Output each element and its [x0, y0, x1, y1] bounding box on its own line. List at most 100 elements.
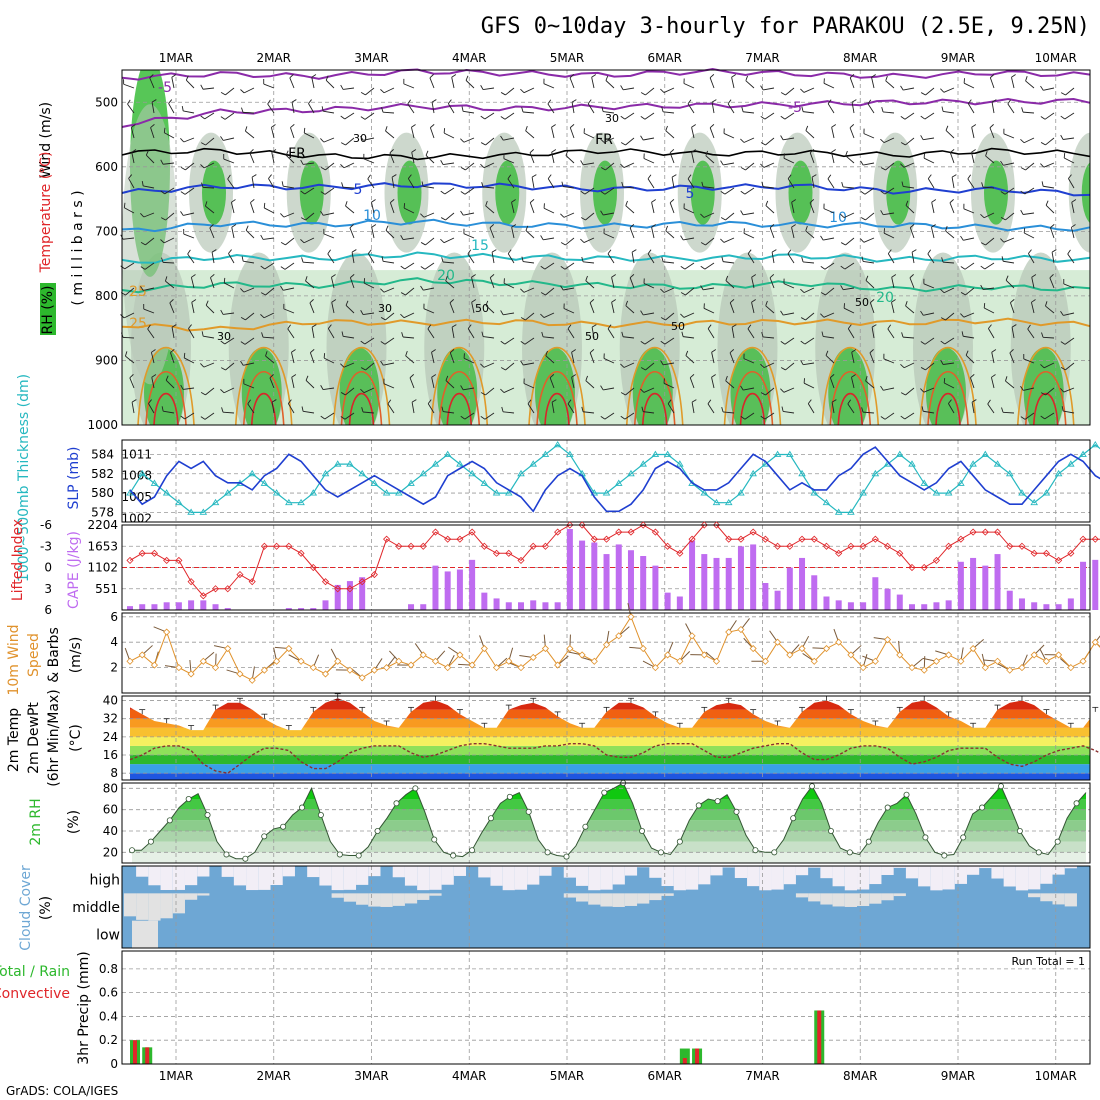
- wind-speed-point: [993, 657, 1002, 665]
- cloud-high-bar: [197, 866, 210, 877]
- wind-barb: [285, 154, 295, 164]
- wind-barb-flag: [209, 224, 214, 229]
- wind-barb-flag: [165, 375, 169, 381]
- cape-bar: [554, 602, 561, 610]
- wind-barb: [527, 403, 535, 414]
- wind-barb: [349, 227, 355, 239]
- wind-barb-flag: [689, 374, 695, 379]
- wind-barb-flag: [460, 415, 466, 420]
- wind-barb: [203, 335, 215, 339]
- thickness-point: [676, 460, 684, 467]
- wind-barb: [145, 237, 155, 246]
- wind-barb: [1045, 305, 1055, 314]
- wind-barb-flag: [567, 399, 572, 404]
- wind-barb: [503, 312, 515, 316]
- wind-barb-flag: [831, 149, 836, 153]
- rh-upper-core: [495, 160, 520, 225]
- wind-barb: [451, 77, 455, 89]
- wind-barb-flag: [1027, 324, 1031, 330]
- wind-barb-flag: [131, 399, 137, 403]
- wind-speed-point: [1079, 657, 1087, 665]
- wind-barb-flag: [311, 74, 317, 78]
- y-label-temperature: Temperature (°C): [38, 152, 54, 274]
- wind-barb-flag: [260, 265, 266, 270]
- wind-barb: [151, 102, 155, 114]
- lifted-index-point: [126, 556, 134, 564]
- cape-bar: [591, 542, 598, 610]
- wind-barb-flag: [571, 374, 576, 378]
- wind-barb-flag: [500, 367, 506, 371]
- wind-barb: [764, 412, 775, 420]
- wind-barb-flag: [640, 310, 644, 316]
- wind-barb-flag: [721, 406, 724, 413]
- wind-barb: [923, 137, 935, 141]
- wind-barb: [605, 80, 615, 89]
- wind-barb: [862, 411, 875, 414]
- wind-barb-flag: [400, 265, 406, 270]
- wind-barb-flag: [411, 399, 417, 403]
- wind-speed-point: [676, 657, 684, 665]
- wind-barb: [384, 337, 395, 345]
- wind-barb-flag: [200, 84, 204, 90]
- cape-bar: [1067, 598, 1074, 610]
- wind-barb-flag: [291, 349, 296, 353]
- cape-bar: [346, 581, 353, 610]
- wind-barb-flag: [651, 199, 656, 203]
- lifted-index-point: [566, 521, 574, 529]
- wind-barb-flag: [340, 392, 346, 396]
- wind-barb: [171, 327, 175, 339]
- wind-barb-flag: [411, 149, 417, 153]
- wind-barb-flag: [500, 92, 506, 96]
- wind-barb: [845, 237, 855, 246]
- wind-barb: [202, 186, 215, 189]
- wind-barb-flag: [340, 363, 345, 368]
- rh-point: [355, 852, 362, 859]
- wind-barb-flag: [171, 74, 177, 78]
- wind-barb-flag: [480, 392, 486, 396]
- cloud-mid-bar: [1040, 893, 1053, 902]
- wind-barb: [443, 132, 455, 139]
- thickness-point: [431, 460, 440, 467]
- wind-barb-flag: [160, 159, 164, 165]
- wind-barb-flag: [260, 314, 265, 319]
- thickness-tick-label: 584: [91, 447, 114, 461]
- rh-contour-label: 50: [585, 330, 599, 343]
- lifted-index-point: [920, 563, 928, 572]
- thickness-point: [529, 460, 538, 467]
- wind-barb-flag: [905, 200, 909, 206]
- lifted-index-point: [835, 549, 843, 557]
- wind-barb-flag: [251, 174, 257, 178]
- wind-barb: [707, 328, 715, 339]
- wind-barb: [1043, 162, 1055, 168]
- cloud-mid-bar: [795, 893, 809, 898]
- wind-barb: [305, 280, 315, 289]
- wind-barb: [691, 127, 695, 139]
- wind-barb-flag: [1009, 349, 1014, 354]
- wind-barb-flag: [760, 415, 766, 420]
- wind-barb: [1010, 302, 1015, 314]
- temp-band: [130, 764, 1090, 774]
- y-label-lifted-index: Lifted Index: [10, 519, 26, 601]
- wind-barb-flag: [685, 350, 689, 356]
- wind-barb: [484, 412, 495, 420]
- wind-barb: [643, 283, 655, 289]
- lifted-index-point: [187, 578, 195, 586]
- wind-barb: [443, 411, 455, 414]
- wind-barb: [367, 253, 375, 264]
- wind-barb: [663, 87, 675, 93]
- rh-plume-core: [1023, 347, 1064, 425]
- wind-barb-flag: [500, 116, 506, 120]
- wind-barb: [691, 402, 695, 414]
- cloud-high-bar: [991, 866, 1004, 879]
- wind-barb-flag: [727, 99, 732, 104]
- wind-speed-point: [126, 657, 134, 665]
- wind-barb-flag: [740, 138, 745, 143]
- wind-barb: [323, 212, 335, 216]
- wind-barb: [325, 79, 335, 89]
- wind-barb: [543, 83, 555, 89]
- thickness-point: [223, 489, 232, 496]
- wind-barb-flag: [280, 213, 285, 218]
- wind-barb: [571, 102, 575, 114]
- wind-barb: [589, 352, 595, 364]
